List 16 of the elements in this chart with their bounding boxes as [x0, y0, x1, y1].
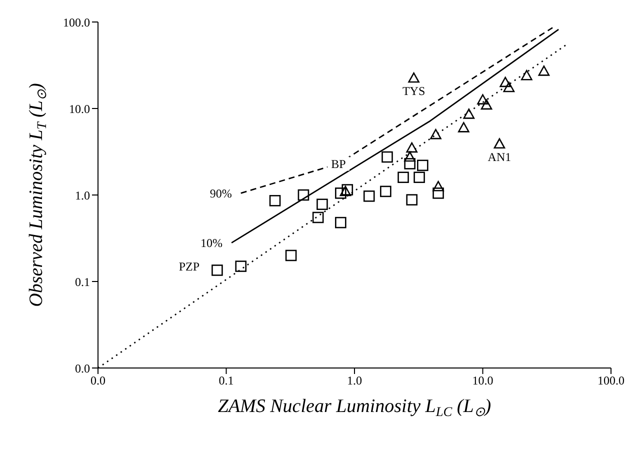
x-tick-label: 10.0: [472, 374, 494, 388]
y-tick-label: 0.1: [75, 274, 90, 289]
x-tick-label: 0.0: [90, 374, 106, 388]
annotation: 10%: [200, 236, 223, 250]
y-tick-label: 10.0: [69, 102, 90, 116]
x-tick-label: 100.0: [598, 374, 624, 388]
x-tick-label: 0.1: [218, 374, 234, 388]
annotation: AN1: [488, 150, 512, 164]
y-tick-label: 0.0: [75, 361, 90, 376]
y-tick-label: 1.0: [75, 188, 90, 202]
x-axis-title: ZAMS Nuclear Luminosity L$_{LC}$ (L$_{⊙}$): [218, 396, 492, 419]
annotation: 90%: [210, 186, 232, 200]
y-tick-label: 100.0: [63, 15, 90, 30]
annotation: PZP: [178, 259, 200, 274]
x-tick-label: 1.0: [347, 374, 362, 388]
annotation: TYS: [402, 84, 426, 98]
